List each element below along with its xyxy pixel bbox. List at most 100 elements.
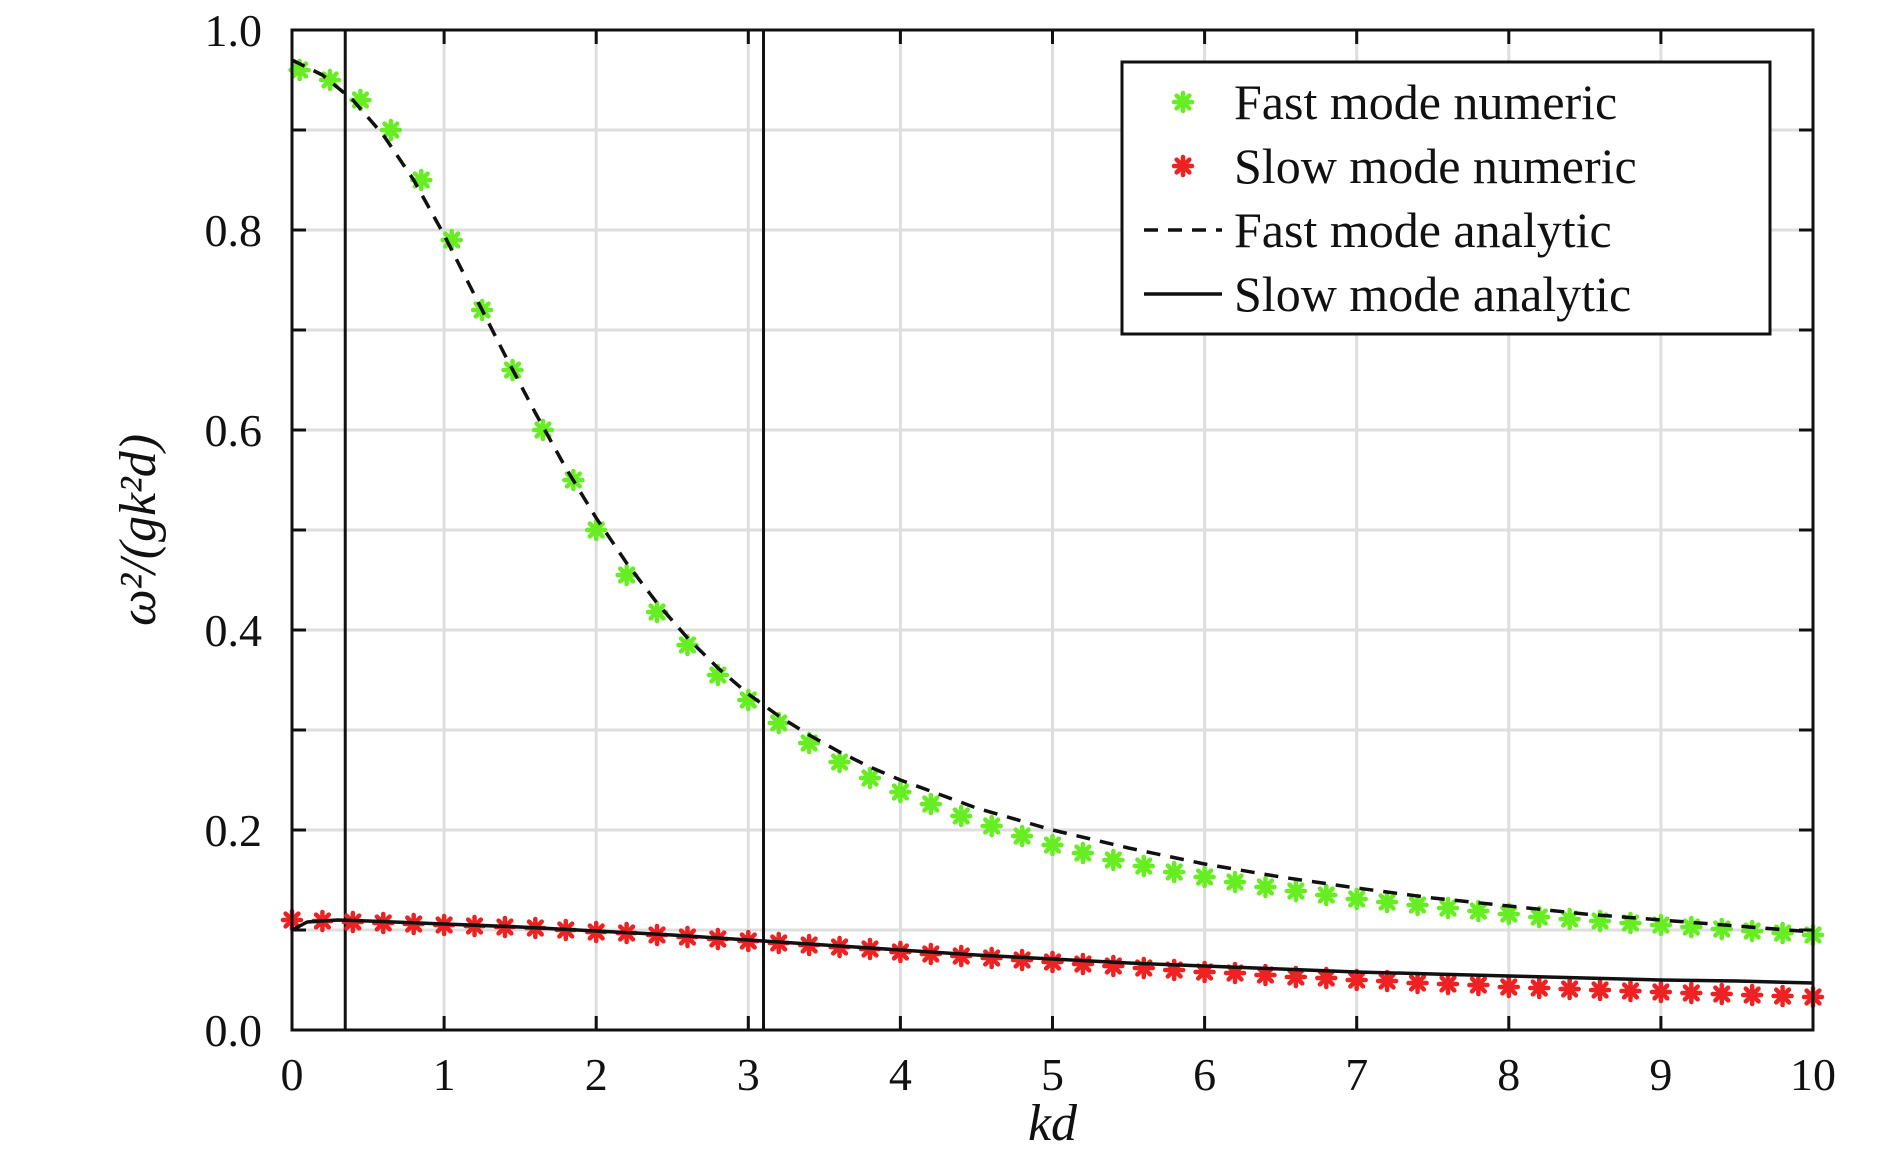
data-point xyxy=(1254,875,1277,899)
data-point xyxy=(1771,984,1794,1008)
data-point xyxy=(379,118,403,142)
marker-core xyxy=(1169,867,1180,877)
marker-core xyxy=(1443,979,1453,989)
data-point xyxy=(1193,960,1216,984)
series-line-slow-mode-analytic xyxy=(291,918,1814,985)
data-point xyxy=(1041,950,1064,974)
marker-core xyxy=(1321,973,1332,983)
data-point xyxy=(1162,860,1186,884)
marker-core xyxy=(1260,970,1271,980)
marker-core xyxy=(1017,831,1028,841)
data-point xyxy=(676,633,699,657)
series-line-fast-mode-analytic xyxy=(291,58,1814,934)
legend-box xyxy=(1120,60,1772,336)
marker-core xyxy=(834,757,845,767)
data-point xyxy=(1375,890,1399,914)
x-tick-label: 3 xyxy=(737,1049,760,1100)
data-point xyxy=(1619,979,1642,1003)
data-point xyxy=(1102,848,1125,872)
marker-core xyxy=(1716,989,1727,999)
x-tick-label: 8 xyxy=(1497,1049,1520,1100)
data-point xyxy=(1558,907,1581,931)
data-point xyxy=(767,711,790,735)
marker-core xyxy=(1199,967,1210,977)
data-point xyxy=(1071,841,1095,865)
y-axis-label: ω²/(gk²d) xyxy=(110,434,167,626)
data-point xyxy=(1071,952,1095,976)
marker-core xyxy=(1138,861,1149,871)
marker-core xyxy=(1290,972,1301,982)
marker-core xyxy=(652,607,662,617)
data-point xyxy=(1497,975,1521,999)
marker-core xyxy=(1595,916,1606,926)
data-point xyxy=(1527,976,1551,1000)
data-point xyxy=(1680,915,1703,939)
marker-core xyxy=(1321,890,1332,900)
legend-label: Fast mode analytic xyxy=(1234,202,1612,258)
y-tick-label: 0.6 xyxy=(205,405,263,456)
marker-core xyxy=(385,125,396,135)
legend-entry: Slow mode numeric xyxy=(1171,138,1637,194)
x-axis-label: kd xyxy=(1028,1095,1078,1152)
data-point xyxy=(1010,948,1034,972)
marker-core xyxy=(1290,886,1301,896)
marker-core xyxy=(804,738,815,748)
marker-core xyxy=(1655,920,1666,930)
data-point xyxy=(1649,913,1673,937)
marker-core xyxy=(1534,983,1545,993)
marker-core xyxy=(956,811,967,821)
marker-core xyxy=(773,718,784,728)
data-point xyxy=(1649,980,1673,1004)
legend-entries: Fast mode numeric Slow mode numeric Fast m… xyxy=(1144,74,1637,322)
marker-core xyxy=(925,799,936,809)
legend-label: Slow mode analytic xyxy=(1234,266,1631,322)
legend-entry: Fast mode analytic xyxy=(1144,202,1612,258)
data-point xyxy=(1740,919,1764,943)
marker-core xyxy=(1625,986,1636,996)
y-tick-label: 1.0 xyxy=(205,5,263,56)
data-point xyxy=(1193,865,1216,889)
series-layer xyxy=(280,58,1825,1009)
tick-labels: 0 1 2 3 4 5 6 7 8 9 10 0.0 0.2 0.4 0.6 0.8 1.0 xyxy=(205,5,1837,1100)
marker-core xyxy=(1351,894,1362,904)
legend-entry: Fast mode numeric xyxy=(1171,74,1617,130)
data-point xyxy=(1710,917,1733,941)
legend-marker xyxy=(1171,154,1195,178)
marker-core xyxy=(1178,97,1188,107)
data-point xyxy=(1436,972,1460,996)
data-point xyxy=(1558,977,1581,1001)
x-tick-label: 4 xyxy=(889,1049,912,1100)
legend-label: Fast mode numeric xyxy=(1234,74,1617,130)
data-point xyxy=(1315,966,1338,990)
data-point xyxy=(1467,973,1490,997)
marker-core xyxy=(325,75,335,85)
x-tick-label: 1 xyxy=(433,1049,456,1100)
marker-core xyxy=(682,640,693,650)
data-point xyxy=(1315,883,1338,907)
x-tick-label: 0 xyxy=(281,1049,304,1100)
data-point xyxy=(1345,887,1368,911)
data-point xyxy=(889,780,912,804)
y-tick-label: 0.0 xyxy=(205,1005,263,1056)
marker-core xyxy=(1047,840,1058,850)
y-tick-label: 0.2 xyxy=(205,805,263,856)
marker-core xyxy=(712,670,723,680)
marker-core xyxy=(1260,882,1271,892)
data-point xyxy=(1527,905,1551,929)
marker-core xyxy=(1199,872,1210,882)
tick-layer xyxy=(290,28,1815,1032)
marker-core xyxy=(1412,900,1423,910)
legend-entry: Slow mode analytic xyxy=(1144,266,1631,322)
marker-core xyxy=(1777,991,1788,1001)
marker-core xyxy=(1655,987,1666,997)
x-tick-label: 6 xyxy=(1193,1049,1216,1100)
marker-core xyxy=(1108,855,1119,865)
marker-core xyxy=(1686,988,1697,998)
data-point xyxy=(1284,965,1308,989)
x-tick-label: 5 xyxy=(1041,1049,1064,1100)
marker-core xyxy=(1534,912,1545,922)
data-point xyxy=(1406,971,1429,995)
data-point xyxy=(1710,982,1733,1006)
marker-core xyxy=(1503,909,1514,919)
marker-core xyxy=(1473,980,1484,990)
